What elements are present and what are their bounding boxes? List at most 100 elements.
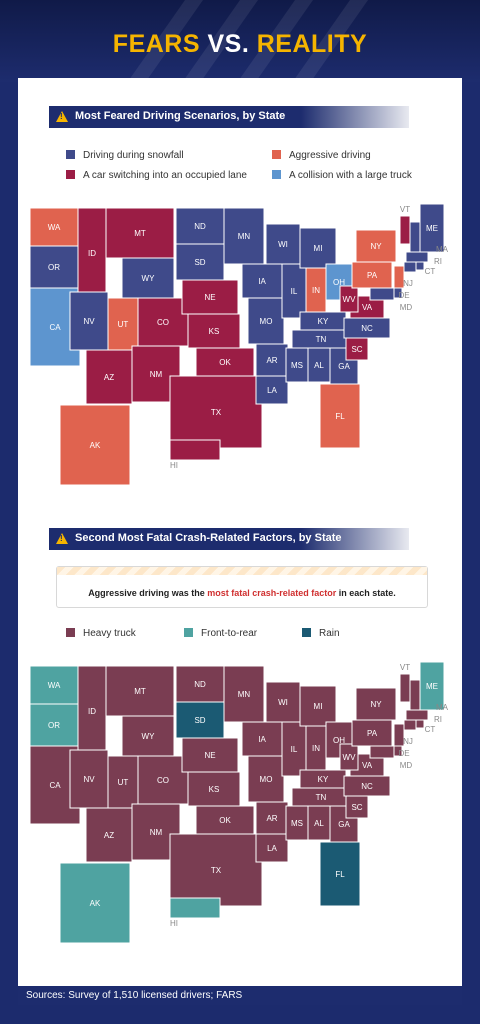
state-label-ks: KS <box>209 327 220 336</box>
state-md <box>369 745 395 759</box>
state-vt <box>399 215 411 245</box>
legend-swatch <box>66 150 75 159</box>
state-label-nm: NM <box>150 370 163 379</box>
state-md <box>369 287 395 301</box>
state-label-me: ME <box>426 682 438 691</box>
state-label-ne: NE <box>204 293 215 302</box>
state-label-ne: NE <box>204 751 215 760</box>
legend-label: Aggressive driving <box>289 150 371 161</box>
state-label-oh: OH <box>333 278 345 287</box>
state-label-ga: GA <box>338 362 350 371</box>
legend-swatch <box>184 628 193 637</box>
callout-post: in each state. <box>336 588 396 598</box>
state-mi <box>299 685 337 727</box>
state-label-mn: MN <box>238 232 251 241</box>
state-ut <box>107 297 139 351</box>
state-label-de: DE <box>398 291 409 300</box>
state-label-il: IL <box>291 287 298 296</box>
legend-swatch <box>66 628 75 637</box>
state-ar <box>255 343 289 377</box>
state-label-sd: SD <box>194 716 205 725</box>
state-label-nj: NJ <box>403 737 413 746</box>
state-wy <box>121 715 175 757</box>
section1-heading: Most Feared Driving Scenarios, by State <box>75 110 286 122</box>
legend-swatch <box>66 170 75 179</box>
callout-highlight: most fatal crash-related factor <box>207 588 337 598</box>
state-label-la: LA <box>267 844 277 853</box>
legend-swatch <box>272 150 281 159</box>
state-label-co: CO <box>157 318 169 327</box>
state-me <box>419 203 445 253</box>
state-wa <box>29 665 79 705</box>
state-sd <box>175 243 225 281</box>
legend-label: Heavy truck <box>83 628 136 639</box>
state-label-mt: MT <box>134 687 146 696</box>
state-label-ms: MS <box>291 819 303 828</box>
state-label-ut: UT <box>118 778 129 787</box>
state-label-ny: NY <box>370 242 382 251</box>
state-label-ct: CT <box>425 267 436 276</box>
state-label-tx: TX <box>211 866 222 875</box>
state-label-ok: OK <box>219 358 231 367</box>
state-hi <box>169 439 221 461</box>
aggressive-callout: Aggressive driving was the most fatal cr… <box>56 566 428 608</box>
state-label-ia: IA <box>258 735 266 744</box>
state-ia <box>241 721 283 757</box>
state-label-in: IN <box>312 286 320 295</box>
state-label-wa: WA <box>48 681 61 690</box>
state-label-or: OR <box>48 721 60 730</box>
state-label-nc: NC <box>361 324 373 333</box>
state-co <box>137 755 189 805</box>
callout-pre: Aggressive driving was the <box>88 588 208 598</box>
sources-footer: Sources: Survey of 1,510 licensed driver… <box>18 987 462 1005</box>
state-label-mn: MN <box>238 690 251 699</box>
legend-swatch <box>272 170 281 179</box>
state-label-mt: MT <box>134 229 146 238</box>
state-label-ar: AR <box>266 814 277 823</box>
state-wv <box>339 285 359 313</box>
state-label-mi: MI <box>314 244 323 253</box>
section2-heading: Second Most Fatal Crash-Related Factors,… <box>75 532 342 544</box>
state-label-ct: CT <box>425 725 436 734</box>
state-ma <box>405 251 429 263</box>
state-label-fl: FL <box>335 412 345 421</box>
title-vs: VS. <box>207 30 250 58</box>
state-label-ks: KS <box>209 785 220 794</box>
sources-text: Sources: Survey of 1,510 licensed driver… <box>26 990 243 1001</box>
state-label-ga: GA <box>338 820 350 829</box>
state-label-sd: SD <box>194 258 205 267</box>
state-label-wi: WI <box>278 698 288 707</box>
state-label-ok: OK <box>219 816 231 825</box>
title-fears: FEARS <box>112 30 201 58</box>
state-mt <box>105 665 175 717</box>
state-tx <box>169 375 263 449</box>
legend-label: A collision with a large truck <box>289 170 412 181</box>
state-label-tx: TX <box>211 408 222 417</box>
state-label-wy: WY <box>142 732 156 741</box>
title-reality: REALITY <box>256 30 368 58</box>
state-label-wy: WY <box>142 274 156 283</box>
state-label-ri: RI <box>434 257 442 266</box>
state-label-nm: NM <box>150 828 163 837</box>
state-label-vt: VT <box>400 205 410 214</box>
state-ne <box>181 737 239 773</box>
legend-label: A car switching into an occupied lane <box>83 170 247 181</box>
state-label-pa: PA <box>367 271 378 280</box>
state-label-hi: HI <box>170 461 178 470</box>
warning-icon <box>56 111 68 122</box>
section1-banner: Most Feared Driving Scenarios, by State <box>49 106 409 128</box>
state-label-nv: NV <box>83 317 95 326</box>
state-label-id: ID <box>88 249 96 258</box>
state-ct <box>403 719 417 731</box>
state-label-tn: TN <box>316 335 327 344</box>
state-la <box>255 375 289 405</box>
state-label-al: AL <box>314 819 324 828</box>
state-ak <box>59 862 131 944</box>
state-fl <box>319 383 361 449</box>
state-label-ca: CA <box>49 781 61 790</box>
state-vt <box>399 673 411 703</box>
map-feared-scenarios: WA OR CA ID NV MT WY UT CO AZ NM ND SD NE KS OK TX MN IA MO… <box>29 203 449 486</box>
legend-label: Front-to-rear <box>201 628 258 639</box>
state-label-wa: WA <box>48 223 61 232</box>
legend-item-snow: Driving during snowfall <box>66 150 184 161</box>
